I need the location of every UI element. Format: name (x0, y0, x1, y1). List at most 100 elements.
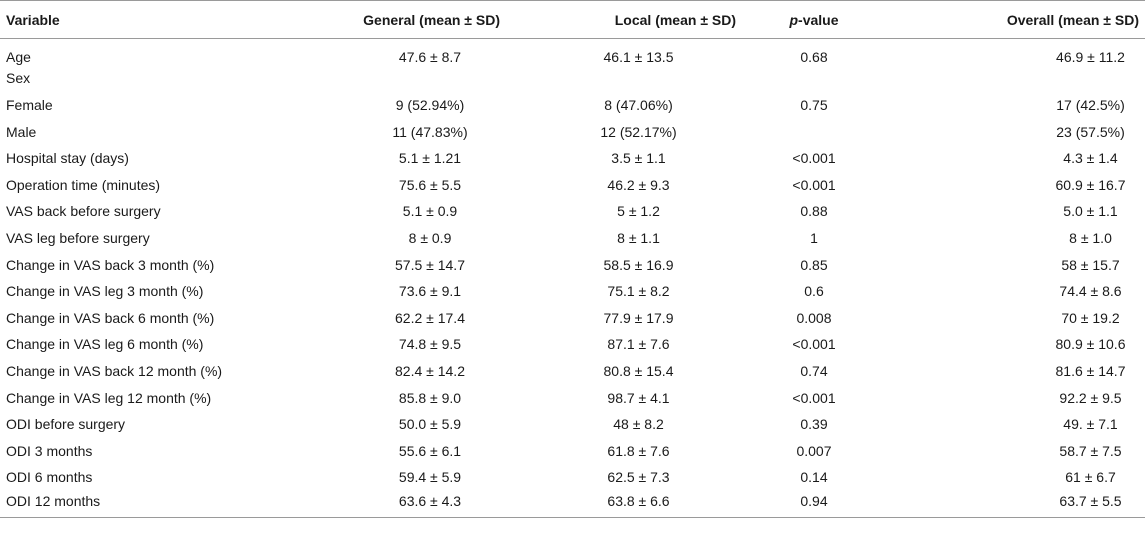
cell-local: 48 ± 8.2 (613, 416, 664, 433)
table-row: Age 47.6 ± 8.7 46.1 ± 13.5 0.68 46.9 ± 11.2 (0, 39, 1145, 66)
cell-p: 0.85 (800, 256, 828, 273)
table-row: VAS leg before surgery 8 ± 0.9 8 ± 1.1 1 8 ±… (0, 225, 1145, 252)
cell-variable: Change in VAS leg 3 month (%) (6, 283, 204, 300)
table-row: ODI 12 months 63.6 ± 4.3 63.8 ± 6.6 0.94 63.… (0, 490, 1145, 518)
table-row: Change in VAS leg 6 month (%) 74.8 ± 9.5 8… (0, 331, 1145, 358)
cell-overall: 8 ± 1.0 (1069, 229, 1112, 246)
cell-general: 73.6 ± 9.1 (398, 283, 462, 300)
cell-variable: Hospital stay (days) (6, 150, 129, 167)
table-row: Male 11 (47.83%) 12 (52.17%) 23 (57.5%) (0, 118, 1145, 145)
cell-local: 87.1 ± 7.6 (607, 336, 670, 353)
cell-p (742, 118, 886, 145)
cell-local: 46.2 ± 9.3 (607, 176, 670, 193)
cell-general (300, 65, 500, 92)
cell-local: 46.1 ± 13.5 (603, 49, 674, 66)
cell-overall: 23 (57.5%) (1056, 123, 1125, 140)
cell-general: 85.8 ± 9.0 (398, 389, 462, 406)
table-row: VAS back before surgery 5.1 ± 0.9 5 ± 1.2 0… (0, 198, 1145, 225)
header-overall: Overall (mean ± SD) (886, 0, 1145, 39)
cell-overall: 70 ± 19.2 (1061, 309, 1120, 326)
cell-p: 0.008 (796, 309, 832, 326)
cell-overall: 17 (42.5%) (1056, 96, 1125, 113)
cell-p: <0.001 (792, 150, 836, 167)
cell-local: 98.7 ± 4.1 (607, 389, 670, 406)
cell-general: 82.4 ± 14.2 (395, 362, 465, 379)
cell-variable: Change in VAS leg 12 month (%) (6, 389, 212, 406)
cell-local (500, 65, 742, 92)
cell-overall: 58 ± 15.7 (1061, 256, 1120, 273)
cell-p: <0.001 (792, 176, 836, 193)
cell-local: 5 ± 1.2 (617, 203, 660, 220)
cell-variable: ODI 6 months (6, 469, 93, 486)
table-row: Change in VAS leg 12 month (%) 85.8 ± 9.0… (0, 384, 1145, 411)
cell-general: 5.1 ± 1.21 (398, 150, 462, 167)
cell-general: 11 (47.83%) (392, 123, 468, 140)
cell-local: 75.1 ± 8.2 (607, 283, 670, 300)
cell-p: 0.88 (800, 203, 828, 220)
cell-p (742, 65, 886, 92)
cell-local: 61.8 ± 7.6 (607, 442, 670, 459)
table-row: Change in VAS back 12 month (%) 82.4 ± 14… (0, 358, 1145, 385)
header-row: Variable General (mean ± SD) Local (mean… (0, 0, 1145, 39)
header-p-rest: -value (798, 11, 839, 28)
header-local: Local (mean ± SD) (500, 0, 742, 39)
cell-general: 62.2 ± 17.4 (395, 309, 465, 326)
cell-overall: 63.7 ± 5.5 (886, 490, 1145, 518)
cell-overall: 92.2 ± 9.5 (1059, 389, 1122, 406)
cell-local: 58.5 ± 16.9 (603, 256, 674, 273)
table-row: Change in VAS leg 3 month (%) 73.6 ± 9.1 7… (0, 278, 1145, 305)
header-p-italic: p (789, 11, 799, 28)
cell-local: 3.5 ± 1.1 (611, 150, 666, 167)
cell-p: 0.68 (800, 49, 828, 66)
cell-p: 0.75 (800, 96, 828, 113)
table-row: ODI 6 months 59.4 ± 5.9 62.5 ± 7.3 0.14 61 ±… (0, 464, 1145, 491)
cell-overall: 5.0 ± 1.1 (1063, 203, 1118, 220)
cell-general: 57.5 ± 14.7 (395, 256, 465, 273)
cell-p: <0.001 (792, 336, 836, 353)
cell-variable: ODI 12 months (0, 490, 300, 518)
cell-general: 75.6 ± 5.5 (398, 176, 462, 193)
cell-p: 0.6 (804, 283, 824, 300)
table-header: Variable General (mean ± SD) Local (mean… (0, 0, 1145, 39)
cell-variable: ODI 3 months (6, 442, 93, 459)
cell-overall: 49. ± 7.1 (1063, 416, 1118, 433)
cell-p: 0.39 (800, 416, 828, 433)
cell-p: 0.74 (800, 362, 828, 379)
cell-p: 0.14 (800, 469, 828, 486)
cell-overall: 46.9 ± 11.2 (1056, 49, 1125, 66)
cell-local: 8 ± 1.1 (617, 229, 660, 246)
cell-variable: Male (6, 123, 37, 140)
cell-overall: 74.4 ± 8.6 (1059, 283, 1122, 300)
cell-overall: 61 ± 6.7 (1065, 469, 1116, 486)
cell-variable: Sex (6, 70, 31, 87)
header-variable: Variable (0, 0, 300, 39)
cell-p: <0.001 (792, 389, 836, 406)
cell-general: 50.0 ± 5.9 (398, 416, 462, 433)
comparison-table: Variable General (mean ± SD) Local (mean… (0, 0, 1145, 518)
cell-general: 74.8 ± 9.5 (398, 336, 462, 353)
cell-local: 62.5 ± 7.3 (607, 469, 670, 486)
cell-overall (886, 65, 1145, 92)
cell-variable: VAS leg before surgery (6, 229, 150, 246)
cell-local: 77.9 ± 17.9 (603, 309, 674, 326)
cell-general: 5.1 ± 0.9 (402, 203, 458, 220)
table-body: Age 47.6 ± 8.7 46.1 ± 13.5 0.68 46.9 ± 11.2 S… (0, 39, 1145, 518)
cell-variable: Change in VAS back 12 month (%) (6, 362, 223, 379)
cell-local: 80.8 ± 15.4 (603, 362, 674, 379)
cell-general: 47.6 ± 8.7 (398, 49, 462, 66)
cell-p: 0.007 (796, 442, 832, 459)
cell-variable: Change in VAS back 3 month (%) (6, 256, 215, 273)
cell-p: 1 (810, 229, 818, 246)
header-p-value: p-value (742, 0, 886, 39)
cell-variable: VAS back before surgery (6, 203, 161, 220)
cell-local: 12 (52.17%) (600, 123, 677, 140)
cell-local: 63.8 ± 6.6 (500, 490, 742, 518)
table-row: Female 9 (52.94%) 8 (47.06%) 0.75 17 (42.5%) (0, 92, 1145, 119)
cell-general: 8 ± 0.9 (408, 229, 452, 246)
cell-general: 63.6 ± 4.3 (300, 490, 500, 518)
table-row: ODI 3 months 55.6 ± 6.1 61.8 ± 7.6 0.007 58.… (0, 437, 1145, 464)
cell-variable: Age (6, 49, 31, 66)
cell-overall: 4.3 ± 1.4 (1063, 150, 1118, 167)
cell-general: 9 (52.94%) (395, 96, 465, 113)
